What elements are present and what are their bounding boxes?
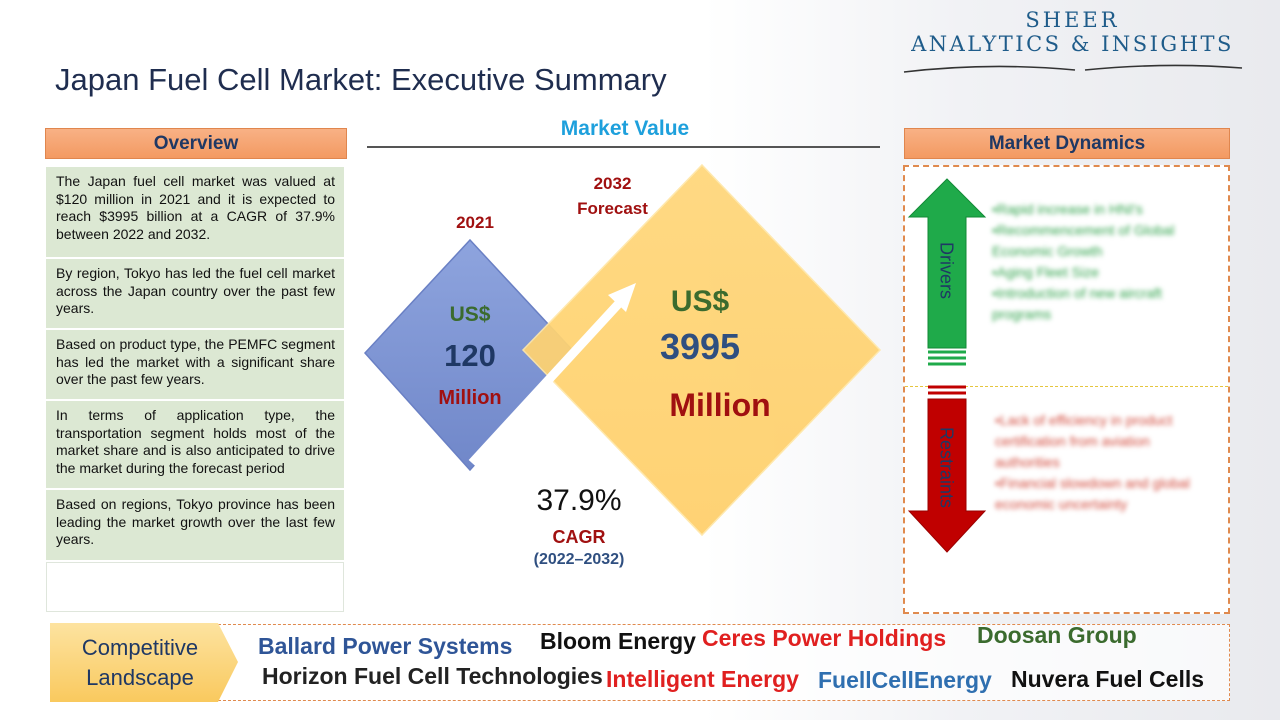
end-value: 3995 (659, 326, 741, 367)
company-name: Bloom Energy (540, 628, 696, 654)
logo-swoosh (903, 64, 1243, 73)
market-dynamics-header: Market Dynamics (904, 128, 1230, 159)
cagr-period: (2022–2032) (533, 551, 625, 568)
restraint-item: Lack of efficiency in product certificat… (995, 410, 1217, 473)
competitive-landscape-chevron (50, 623, 238, 702)
diamond-2021 (363, 238, 577, 472)
start-year: 2021 (456, 213, 494, 232)
restraints-down-arrow-icon (907, 385, 987, 553)
competitive-landscape-label-line1: Competitive (81, 635, 199, 660)
drivers-label: Drivers (936, 242, 957, 299)
driver-item: Aging Fleet Size (992, 262, 1217, 283)
start-currency: US$ (449, 303, 491, 326)
overview-header: Overview (45, 128, 347, 159)
cagr-value: 37.9% (536, 484, 622, 517)
competitive-landscape-panel (218, 624, 1230, 701)
market-value-title: Market Value (560, 117, 690, 140)
dynamics-arrows (907, 178, 987, 553)
growth-arrow (468, 283, 636, 467)
forecast-label: Forecast (577, 199, 648, 218)
restraints-label: Restraints (936, 426, 957, 509)
company-name: Ballard Power Systems (258, 633, 513, 659)
logo-line-1: SHEER (1025, 8, 1120, 32)
company-logo: SHEER ANALYTICS & INSIGHTS (900, 8, 1245, 73)
restraints-list: Lack of efficiency in product certificat… (995, 410, 1217, 515)
company-name: Intelligent Energy (606, 666, 799, 692)
logo-line-2: ANALYTICS & INSIGHTS (911, 32, 1234, 56)
restraint-item: Financial slowdown and global economic u… (995, 473, 1217, 515)
overview-item: Based on regions, Tokyo province has bee… (46, 490, 344, 560)
driver-item: Recommencement of Global Economic Growth (992, 220, 1217, 262)
drivers-up-arrow-icon (907, 178, 987, 366)
company-name: Nuvera Fuel Cells (1011, 666, 1205, 692)
end-year: 2032 (593, 174, 632, 193)
market-value-divider (367, 146, 880, 148)
company-name: FuellCellEnergy (818, 667, 992, 693)
overview-item: Based on product type, the PEMFC segment… (46, 330, 344, 399)
company-name: Horizon Fuel Cell Technologies (262, 663, 603, 689)
cagr-label: CAGR (552, 527, 606, 547)
diamond-2032 (521, 163, 882, 537)
driver-item: Rapid increase in HNI's (992, 199, 1217, 220)
driver-item: Introduction of new aircraft programs (992, 283, 1217, 325)
overview-item: By region, Tokyo has led the fuel cell m… (46, 259, 344, 328)
forecast-year-block: 2032 Forecast (555, 171, 670, 221)
end-currency: US$ (670, 285, 730, 318)
overview-item: The Japan fuel cell market was valued at… (46, 167, 344, 257)
company-name: Doosan Group (977, 622, 1137, 648)
start-value: 120 (444, 338, 496, 373)
market-value-graphic (363, 163, 882, 537)
competitive-landscape-label-line2: Landscape (86, 665, 194, 690)
company-name: Ceres Power Holdings (702, 625, 947, 651)
overview-empty-box (46, 562, 344, 612)
competitive-landscape-label: Competitive Landscape (66, 633, 214, 693)
dynamics-divider (905, 386, 1228, 387)
start-unit: Million (438, 387, 502, 409)
end-unit: Million (669, 387, 771, 423)
overview-item: In terms of application type, the transp… (46, 401, 344, 488)
drivers-list: Rapid increase in HNI's Recommencement o… (992, 199, 1217, 325)
page-title: Japan Fuel Cell Market: Executive Summar… (55, 62, 667, 97)
